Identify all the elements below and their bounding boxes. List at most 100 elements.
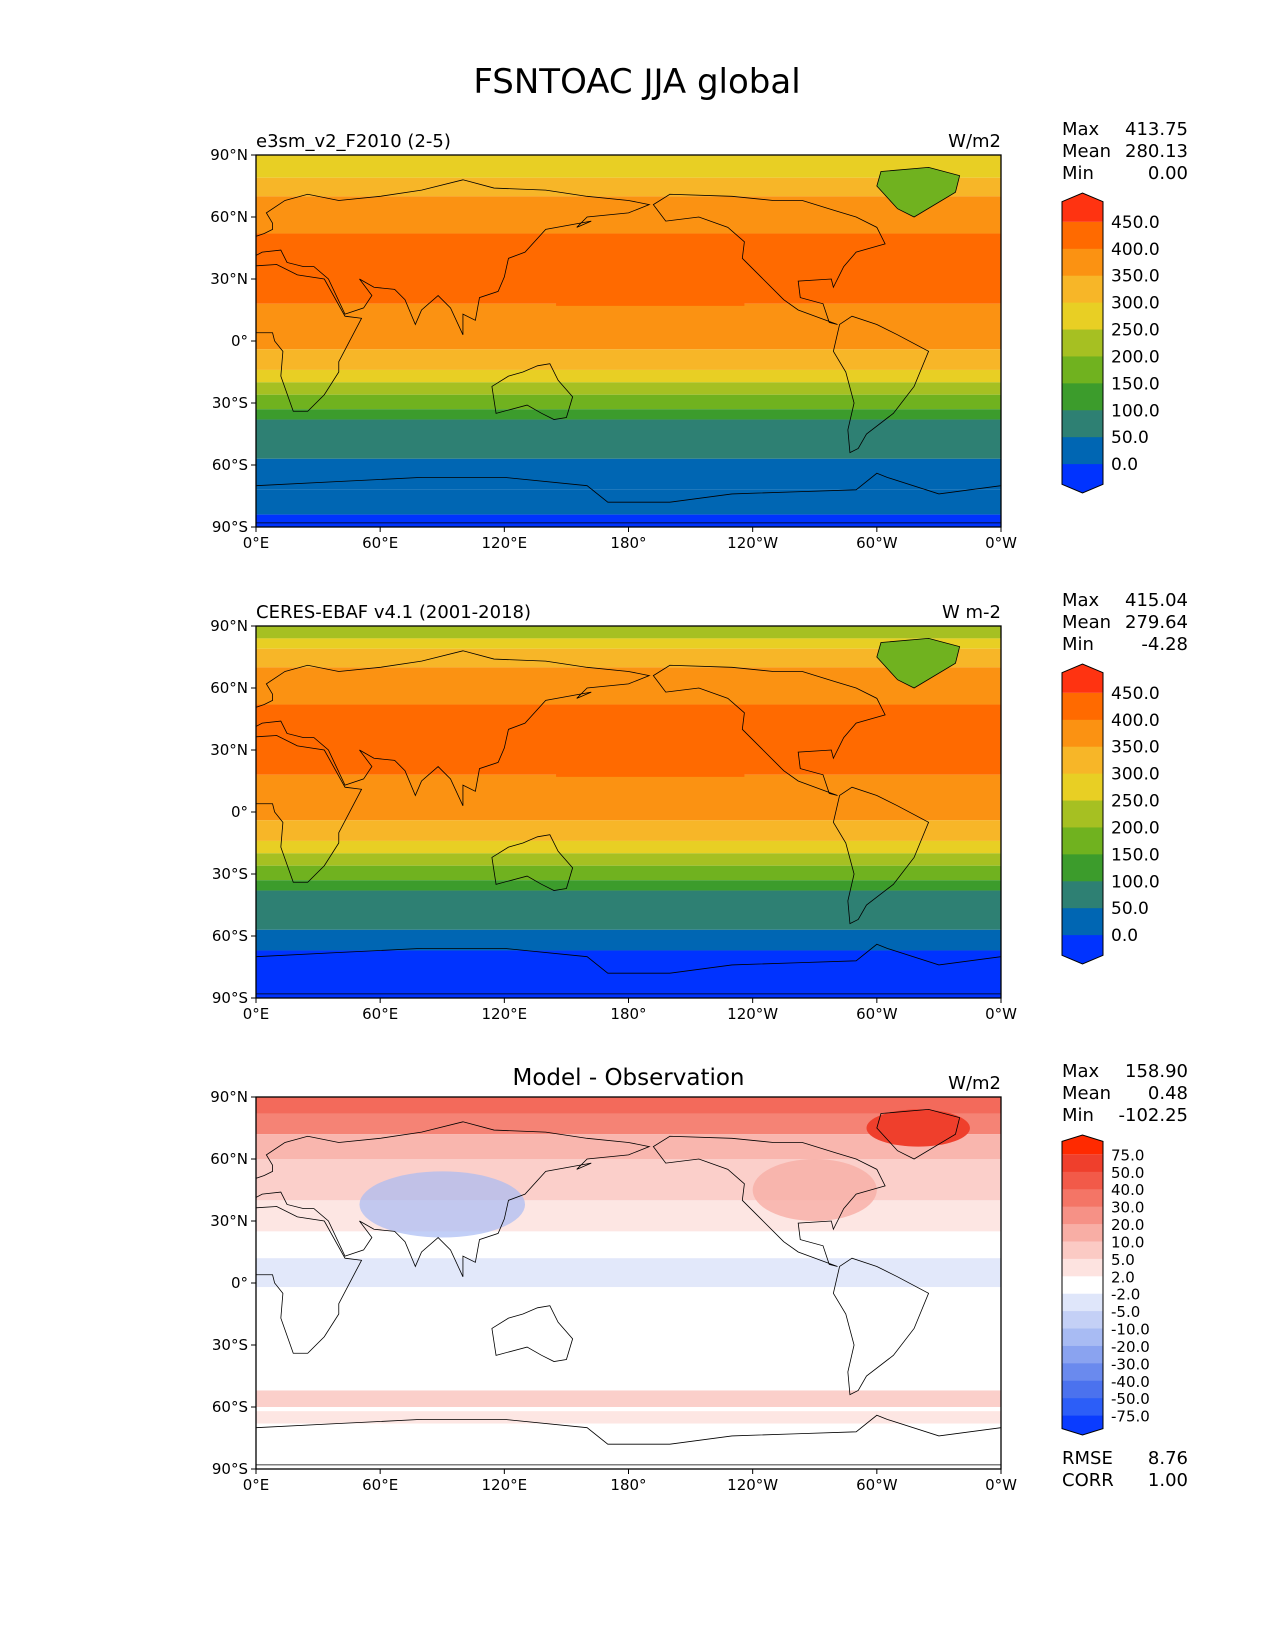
lat-tick-label: 30°S	[212, 1336, 248, 1354]
lat-tick-label: 90°S	[212, 1460, 248, 1478]
colorbar-outline	[1061, 192, 1104, 494]
colorbar-bin	[1062, 854, 1103, 882]
colorbar-tick-label: 350.0	[1111, 738, 1160, 758]
lat-tick-label: 90°S	[212, 989, 248, 1007]
stat-value: 279.64	[1125, 612, 1188, 633]
colorbar-bin	[1062, 692, 1103, 721]
metric-label: CORR	[1062, 1470, 1114, 1491]
colorbar-tick-label: 350.0	[1111, 267, 1160, 287]
field-band	[256, 820, 1001, 841]
lat-tick-label: 60°N	[210, 1150, 248, 1168]
colorbar-tick-label: 150.0	[1111, 374, 1160, 394]
stat-label: Mean	[1062, 612, 1111, 633]
field-band	[256, 950, 1001, 998]
field-band	[256, 1113, 1001, 1135]
lat-tick-label: 30°N	[210, 1212, 248, 1230]
lon-tick-label: 120°W	[727, 1005, 778, 1023]
colorbar-tick-label: 5.0	[1111, 1251, 1135, 1269]
greenland-field	[876, 638, 960, 688]
field-band	[256, 458, 1001, 490]
colorbar-bin	[1062, 221, 1103, 250]
panel-units: W/m2	[948, 1073, 1001, 1094]
colorbar: 75.050.040.030.020.010.05.02.0-2.0-5.0-1…	[1061, 1134, 1150, 1436]
lon-tick-label: 0°E	[243, 534, 270, 552]
colorbar-tick-label: 30.0	[1111, 1199, 1144, 1217]
stat-value: -4.28	[1141, 634, 1188, 655]
panel-units: W/m2	[948, 131, 1001, 152]
colorbar-bin	[1062, 1380, 1103, 1399]
panel-title: Model - Observation	[512, 1065, 744, 1091]
field-band	[256, 434, 1001, 459]
coastline	[256, 472, 1001, 524]
colorbar-tick-label: 400.0	[1111, 240, 1160, 260]
lon-tick-label: 0°W	[985, 1005, 1017, 1023]
coastline	[652, 664, 886, 796]
field-band	[845, 250, 1001, 300]
colorbar-tick-label: 450.0	[1111, 684, 1160, 704]
field-band	[256, 865, 1001, 881]
field-band	[256, 929, 1001, 951]
colorbar-tick-label: 40.0	[1111, 1181, 1144, 1199]
field-band	[256, 177, 1001, 197]
lon-tick-label: 0°W	[985, 534, 1017, 552]
colorbar-tick-label: 200.0	[1111, 347, 1160, 367]
field-band	[256, 890, 1001, 905]
colorbar-tick-label: -5.0	[1111, 1303, 1140, 1321]
field-patch	[752, 1159, 877, 1221]
panel-left-label: e3sm_v2_F2010 (2-5)	[256, 131, 451, 152]
colorbar-tick-label: 2.0	[1111, 1268, 1135, 1286]
lat-tick-label: 90°N	[210, 146, 248, 164]
field-band	[256, 1287, 1001, 1321]
lon-tick-label: 120°E	[482, 1005, 528, 1023]
lon-tick-label: 60°E	[362, 534, 398, 552]
field-band	[256, 648, 1001, 668]
field-band	[256, 419, 1001, 434]
lat-tick-label: 90°S	[212, 518, 248, 536]
field-patch	[866, 1109, 970, 1147]
field-band	[256, 1411, 1001, 1424]
colorbar-bin	[1062, 1224, 1103, 1242]
field-band	[256, 1258, 1001, 1288]
stat-value: 415.04	[1125, 590, 1188, 611]
field-patch	[359, 1171, 526, 1238]
map-area	[256, 626, 1001, 998]
stat-label: Min	[1062, 634, 1094, 655]
panel-left-label: CERES-EBAF v4.1 (2001-2018)	[256, 602, 531, 623]
lon-tick-label: 180°	[610, 1005, 646, 1023]
colorbar-bin	[1062, 1293, 1103, 1312]
colorbar-tick-label: 100.0	[1111, 401, 1160, 421]
lon-tick-label: 60°W	[856, 1005, 898, 1023]
lat-tick-label: 30°N	[210, 270, 248, 288]
field-band	[256, 349, 1001, 370]
colorbar-tick-label: -50.0	[1111, 1390, 1150, 1408]
stat-value: 280.13	[1125, 141, 1188, 162]
colorbar-bin	[1062, 1345, 1103, 1364]
lon-tick-label: 0°W	[985, 1476, 1017, 1494]
colorbar-tick-label: 100.0	[1111, 872, 1160, 892]
field-band	[256, 394, 1001, 410]
stat-value: 0.00	[1148, 163, 1188, 184]
field-band	[556, 743, 745, 777]
metric-label: RMSE	[1062, 1448, 1113, 1469]
colorbar-bin	[1062, 1328, 1103, 1347]
metric-value: 8.76	[1148, 1448, 1188, 1469]
colorbar-bin	[1062, 1241, 1103, 1260]
colorbar-bin	[1062, 719, 1103, 748]
stat-value: -102.25	[1119, 1105, 1188, 1126]
lon-tick-label: 180°	[610, 534, 646, 552]
colorbar-tick-label: 50.0	[1111, 428, 1149, 448]
field-band	[256, 155, 1001, 178]
stat-value: 158.90	[1125, 1061, 1188, 1082]
field-band	[556, 272, 745, 306]
lat-tick-label: 60°N	[210, 208, 248, 226]
coastline	[876, 637, 961, 689]
colorbar-extend-bottom	[1062, 1415, 1103, 1435]
coastline	[256, 943, 1001, 995]
coastline	[876, 1108, 961, 1160]
field-band	[256, 382, 1001, 395]
field-band	[256, 667, 1001, 705]
lat-tick-label: 30°S	[212, 865, 248, 883]
colorbar-extend-top	[1062, 1135, 1103, 1155]
colorbar-bin	[1062, 800, 1103, 828]
